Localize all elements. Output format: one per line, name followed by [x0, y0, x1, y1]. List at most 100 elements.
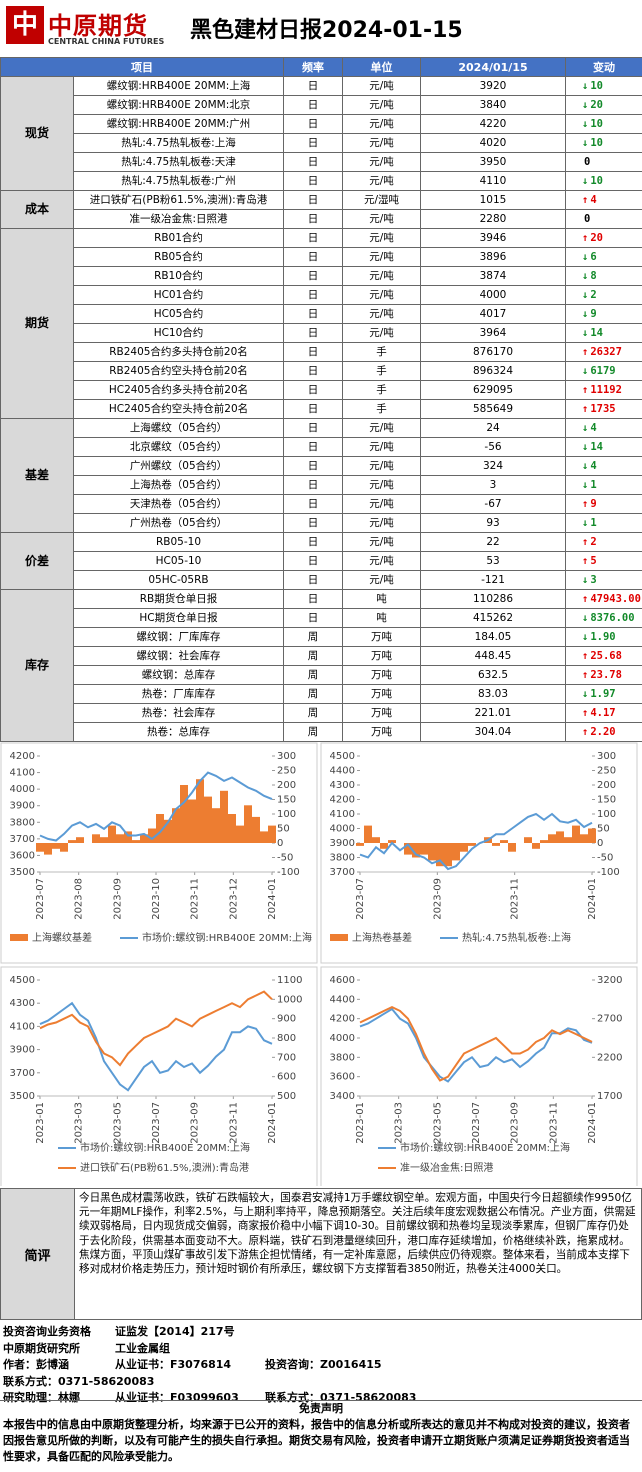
table-row: 广州热卷（05合约）日元/吨 93 ↓ 1: [1, 513, 642, 533]
y-tick-label: 3600: [10, 850, 35, 861]
cell-unit: 万吨: [342, 665, 421, 685]
cell-value: 4017: [420, 304, 566, 324]
cell-value: 3896: [420, 247, 566, 267]
bar: [436, 843, 444, 867]
footer-field: 中原期货研究所: [3, 1341, 80, 1355]
comment-text: 今日黑色成材震荡收跌，铁矿石跌幅较大，国泰君安减持1万手螺纹钢空单。宏观方面，中…: [79, 1192, 636, 1276]
arrow-down: ↓: [582, 459, 589, 472]
cell-change: ↑ 2: [565, 532, 642, 552]
change-value: 23.78: [590, 668, 622, 681]
arrow-down: ↓: [582, 98, 589, 111]
table-row: 期货 RB01合约日元/吨 3946 ↑ 20: [0, 228, 642, 419]
cell-item: 螺纹钢:HRB400E 20MM:北京: [73, 95, 284, 115]
y-tick-label: 3900: [10, 1045, 35, 1056]
change-value: 10: [590, 79, 603, 92]
y-tick-label: 4000: [10, 784, 35, 795]
cell-freq: 日: [283, 171, 343, 191]
y2-tick-label: 3200: [597, 975, 622, 986]
arrow-up: ↑: [582, 706, 589, 719]
bar: [188, 799, 196, 843]
cell-unit: 万吨: [342, 684, 421, 704]
y-tick-label: 4400: [330, 766, 355, 777]
bar: [76, 837, 84, 843]
y-tick-label: 4100: [10, 768, 35, 779]
x-tick-label: 2023-09: [112, 878, 123, 920]
cell-value: 3874: [420, 266, 566, 286]
arrow-down: ↓: [582, 269, 589, 282]
table-row: RB05合约日元/吨 3896 ↓ 6: [1, 247, 642, 267]
table-row: 价差 RB05-10 日元/吨 22 ↑ 2: [0, 532, 642, 590]
footer-field: 联系方式：0371-58620083: [3, 1374, 155, 1388]
line: [359, 1007, 593, 1083]
group-label: 基差: [0, 418, 74, 533]
change-value: 6179: [590, 364, 616, 377]
table-row: 库存 RB期货仓单日报日吨 110286 ↑ 47943.00: [0, 589, 642, 742]
bar: [36, 843, 44, 852]
cell-value: -56: [420, 437, 566, 457]
change-value: 2: [590, 288, 597, 301]
cell-change: ↓ 3: [565, 570, 642, 590]
table-row: 热卷：总库存周万吨 304.04 ↑ 2.20: [1, 722, 642, 742]
cell-freq: 日: [283, 114, 343, 134]
cell-freq: 日: [283, 152, 343, 172]
cell-value: 221.01: [420, 703, 566, 723]
cell-freq: 日: [283, 209, 343, 229]
cell-change: ↓ 6179: [565, 361, 642, 381]
cell-value: 3950: [420, 152, 566, 172]
cell-item: RB10合约: [73, 266, 284, 286]
arrow-down: ↓: [582, 174, 589, 187]
table-row: HC2405合约多头持仓前20名日手 629095 ↑ 11192: [1, 380, 642, 400]
cell-unit: 吨: [342, 608, 421, 628]
y2-tick-label: 900: [277, 1014, 296, 1025]
y2-tick-label: 50: [597, 824, 610, 835]
cell-freq: 日: [283, 551, 343, 571]
table-row: 螺纹钢：总库存周万吨 632.5 ↑ 23.78: [1, 665, 642, 685]
cell-item: RB01合约: [73, 228, 284, 248]
y-tick-label: 3700: [10, 834, 35, 845]
y2-tick-label: 0: [277, 838, 283, 849]
cell-item: RB2405合约空头持仓前20名: [73, 361, 284, 381]
y-tick-label: 3500: [10, 1091, 35, 1102]
cell-unit: 元/吨: [342, 418, 421, 438]
table-row: 北京螺纹（05合约）日元/吨 -56 ↓ 14: [1, 437, 642, 457]
cell-unit: 元/吨: [342, 228, 421, 248]
cell-change: ↑ 23.78: [565, 665, 642, 685]
cell-freq: 日: [283, 418, 343, 438]
cell-change: ↓ 4: [565, 456, 642, 476]
cell-item: HC01合约: [73, 285, 284, 305]
table-row: 基差 上海螺纹（05合约）日元/吨 24 ↓ 4: [0, 418, 642, 533]
cell-freq: 日: [283, 532, 343, 552]
cell-unit: 元/吨: [342, 323, 421, 343]
cell-freq: 日: [283, 589, 343, 609]
bar: [196, 779, 204, 843]
bar: [108, 825, 116, 843]
x-tick-label: 2023-07: [355, 878, 366, 920]
cell-change: ↓ 6: [565, 247, 642, 267]
x-tick-label: 2023-07: [151, 1102, 162, 1144]
cell-value: 324: [420, 456, 566, 476]
change-value: 10: [590, 136, 603, 149]
cell-value: 22: [420, 532, 566, 552]
y2-tick-label: -100: [597, 867, 620, 878]
cell-unit: 元/吨: [342, 209, 421, 229]
cell-freq: 日: [283, 76, 343, 96]
table-row: 现货 螺纹钢:HRB400E 20MM:上海日元/吨 3920 ↓ 10: [0, 76, 642, 191]
table-row: 上海热卷（05合约）日元/吨 3 ↓ 1: [1, 475, 642, 495]
x-tick-label: 2023-08: [74, 878, 85, 920]
change-value: 26327: [590, 345, 622, 358]
disclaimer-text: 本报告中的信息由中原期货整理分析，均来源于已公开的资料，报告中的信息分析或所表达…: [3, 1418, 630, 1463]
bar: [564, 837, 572, 843]
y-tick-label: 4200: [330, 1014, 355, 1025]
table-row: 螺纹钢：厂库库存周万吨 184.05 ↓ 1.90: [1, 627, 642, 647]
cell-value: 93: [420, 513, 566, 533]
cell-item: 热轧:4.75热轧板卷:上海: [73, 133, 284, 153]
table-row: RB2405合约空头持仓前20名日手 896324 ↓ 6179: [1, 361, 642, 381]
bar: [500, 840, 508, 843]
y2-tick-label: 100: [597, 809, 616, 820]
arrow-down: ↓: [582, 516, 589, 529]
column-header: 项目: [0, 57, 284, 77]
cell-value: 3964: [420, 323, 566, 343]
legend-label: 上海热卷基差: [352, 931, 412, 944]
footer-field: 作者：彭博涵: [3, 1358, 69, 1371]
